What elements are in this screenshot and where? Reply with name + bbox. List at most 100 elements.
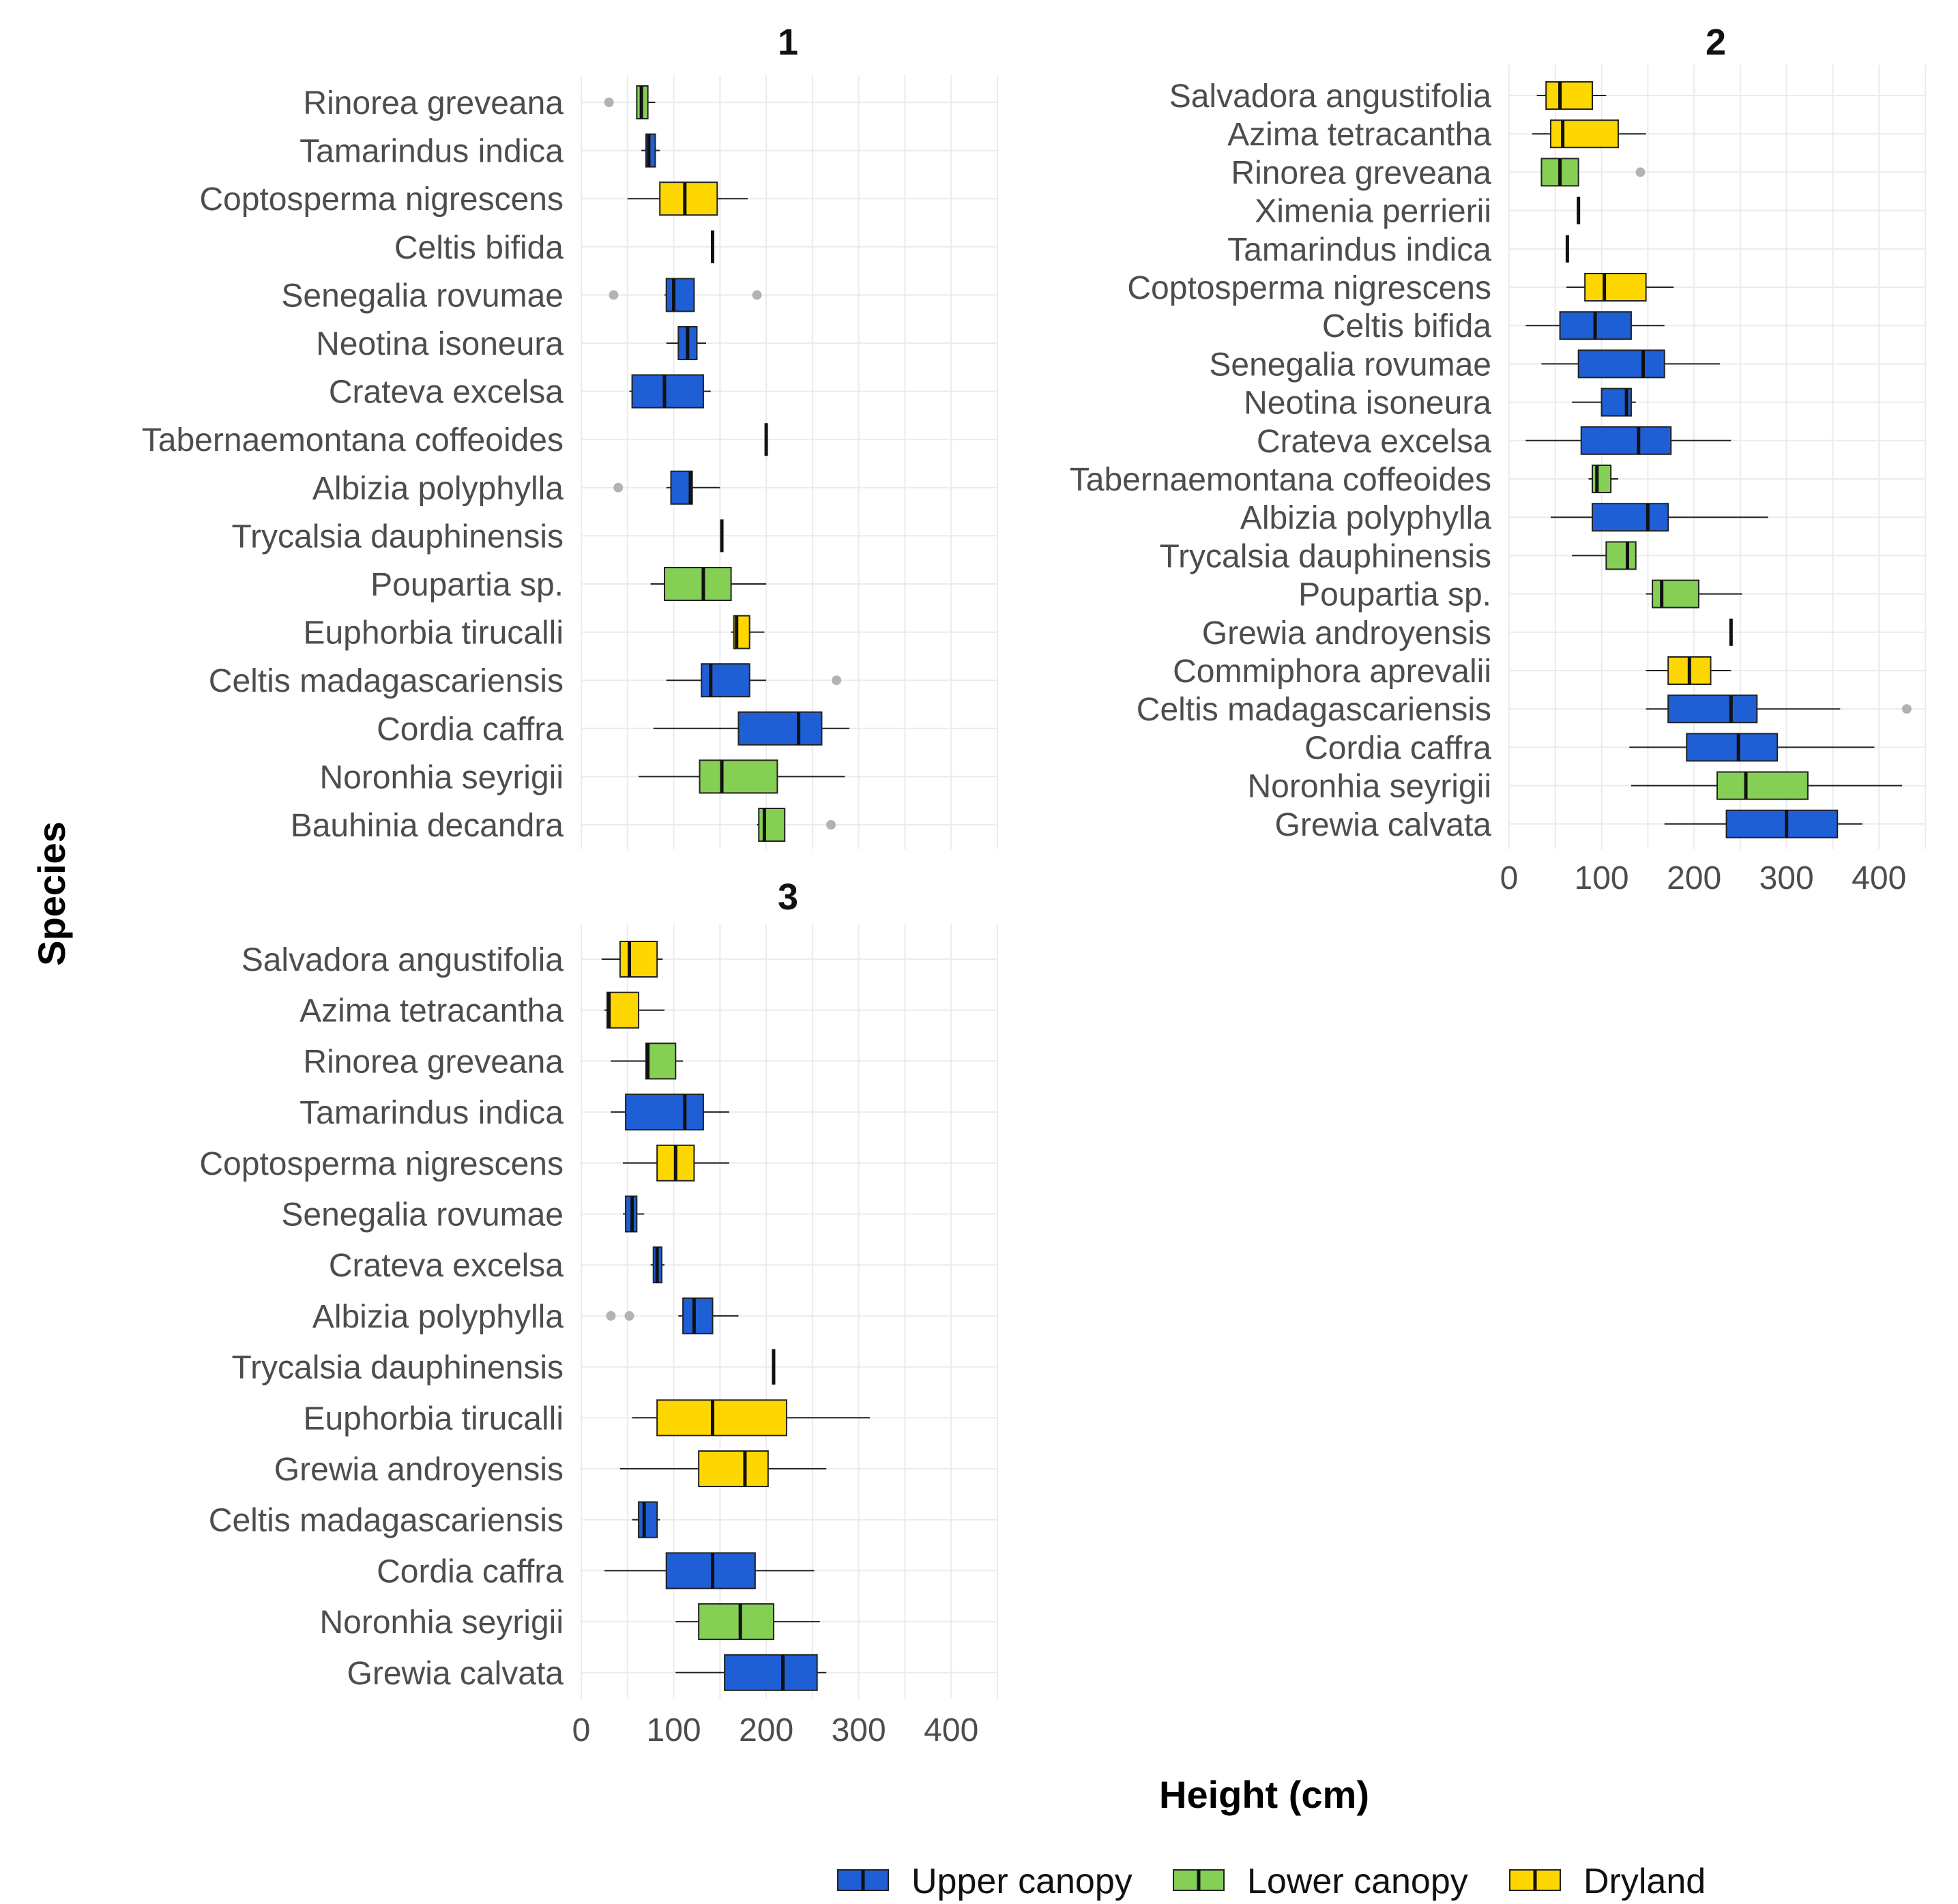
species-label: Rinorea greveana	[303, 1044, 564, 1080]
x-tick-label: 200	[1667, 860, 1721, 896]
species-label: Tamarindus indica	[299, 1095, 564, 1131]
box	[656, 1399, 787, 1437]
species-label: Senegalia rovumae	[281, 1197, 564, 1233]
species-label: Coptosperma nigrescens	[199, 1146, 564, 1182]
box	[1592, 503, 1669, 532]
species-label: Tabernaemontana coffeoides	[1070, 462, 1491, 498]
species-label: Cordia caffra	[1304, 730, 1491, 766]
box	[1545, 81, 1593, 110]
species-label: Celtis bifida	[394, 230, 564, 266]
species-label: Salvadora angustifolia	[242, 942, 564, 978]
species-label: Celtis madagascariensis	[209, 1503, 564, 1539]
box	[1667, 694, 1758, 724]
box	[699, 759, 778, 794]
species-label: Rinorea greveana	[1231, 155, 1491, 191]
species-label: Rinorea greveana	[303, 85, 564, 121]
outlier-point	[832, 675, 842, 686]
outlier-point	[613, 482, 624, 493]
x-tick-label: 300	[832, 1712, 886, 1748]
box	[1686, 733, 1779, 762]
species-label: Crateva excelsa	[329, 375, 564, 411]
outlier-point	[606, 1310, 616, 1321]
x-tick-label: 400	[1852, 860, 1906, 896]
species-label: Tamarindus indica	[1227, 232, 1491, 268]
species-label: Trycalsia dauphinensis	[1160, 538, 1491, 574]
x-tick-label: 100	[647, 1712, 701, 1748]
box	[701, 663, 750, 698]
box	[665, 1552, 756, 1590]
species-label: Azima tetracantha	[1227, 117, 1491, 153]
box	[664, 567, 732, 601]
outlier-point	[826, 820, 836, 830]
outlier-point	[1635, 167, 1646, 177]
box	[1716, 771, 1809, 800]
species-label: Poupartia sp.	[1298, 577, 1491, 613]
outlier-point	[624, 1310, 634, 1321]
species-label: Euphorbia tirucalli	[303, 615, 564, 651]
panel-title: 2	[1706, 22, 1726, 63]
species-label: Coptosperma nigrescens	[1127, 270, 1491, 306]
species-label: Tabernaemontana coffeoides	[142, 422, 564, 458]
x-tick-label: 300	[1759, 860, 1814, 896]
box	[606, 991, 640, 1029]
box	[625, 1094, 704, 1131]
box	[1592, 465, 1612, 493]
y-axis-title: Species	[30, 821, 73, 966]
box	[631, 374, 704, 409]
species-label: Cordia caffra	[377, 1553, 564, 1590]
legend-label: Upper canopy	[911, 1862, 1133, 1901]
panel-title: 1	[778, 22, 798, 63]
species-label: Crateva excelsa	[329, 1248, 564, 1284]
box	[1550, 119, 1619, 149]
x-axis-title: Height (cm)	[1159, 1773, 1369, 1816]
species-label: Commiphora aprevalii	[1173, 654, 1491, 690]
species-label: Albizia polyphylla	[1240, 500, 1492, 536]
box	[724, 1654, 818, 1691]
species-label: Trycalsia dauphinensis	[232, 518, 564, 555]
species-label: Cordia caffra	[377, 712, 564, 748]
box	[1580, 426, 1672, 455]
box	[659, 181, 718, 216]
outlier-point	[752, 290, 762, 300]
species-label: Crateva excelsa	[1257, 424, 1491, 460]
species-label: Grewia calvata	[347, 1656, 564, 1692]
species-label: Tamarindus indica	[299, 134, 564, 170]
species-label: Celtis madagascariensis	[209, 663, 564, 699]
species-label: Poupartia sp.	[370, 567, 564, 603]
species-label: Salvadora angustifolia	[1169, 78, 1492, 115]
species-label: Neotina isoneura	[316, 326, 564, 362]
species-label: Noronhia seyrigii	[320, 759, 564, 795]
panel-title: 3	[778, 877, 798, 918]
species-label: Ximenia perrierii	[1255, 194, 1491, 230]
species-label: Azima tetracantha	[299, 993, 564, 1029]
species-label: Senegalia rovumae	[1209, 347, 1491, 383]
x-tick-label: 200	[739, 1712, 793, 1748]
species-label: Celtis bifida	[1322, 308, 1491, 345]
box	[737, 711, 823, 746]
x-tick-label: 0	[572, 1712, 591, 1748]
box	[698, 1603, 774, 1641]
species-label: Senegalia rovumae	[281, 278, 564, 314]
box	[1584, 273, 1647, 302]
box	[665, 278, 695, 312]
species-label: Albizia polyphylla	[312, 1299, 564, 1335]
species-label: Grewia calvata	[1275, 807, 1492, 843]
outlier-point	[1901, 704, 1912, 714]
species-label: Euphorbia tirucalli	[303, 1401, 564, 1437]
species-label: Grewia androyensis	[274, 1452, 564, 1488]
box	[1725, 809, 1839, 838]
box	[1577, 349, 1665, 379]
outlier-point	[604, 98, 614, 107]
box	[682, 1297, 714, 1334]
box	[1605, 541, 1637, 570]
outlier-point	[609, 290, 619, 300]
species-label: Noronhia seyrigii	[1248, 769, 1492, 805]
x-tick-label: 0	[1500, 860, 1519, 896]
species-label: Coptosperma nigrescens	[199, 181, 564, 218]
species-label: Neotina isoneura	[1244, 385, 1491, 422]
species-label: Grewia androyensis	[1202, 615, 1491, 651]
box	[698, 1450, 769, 1487]
x-tick-label: 400	[924, 1712, 978, 1748]
